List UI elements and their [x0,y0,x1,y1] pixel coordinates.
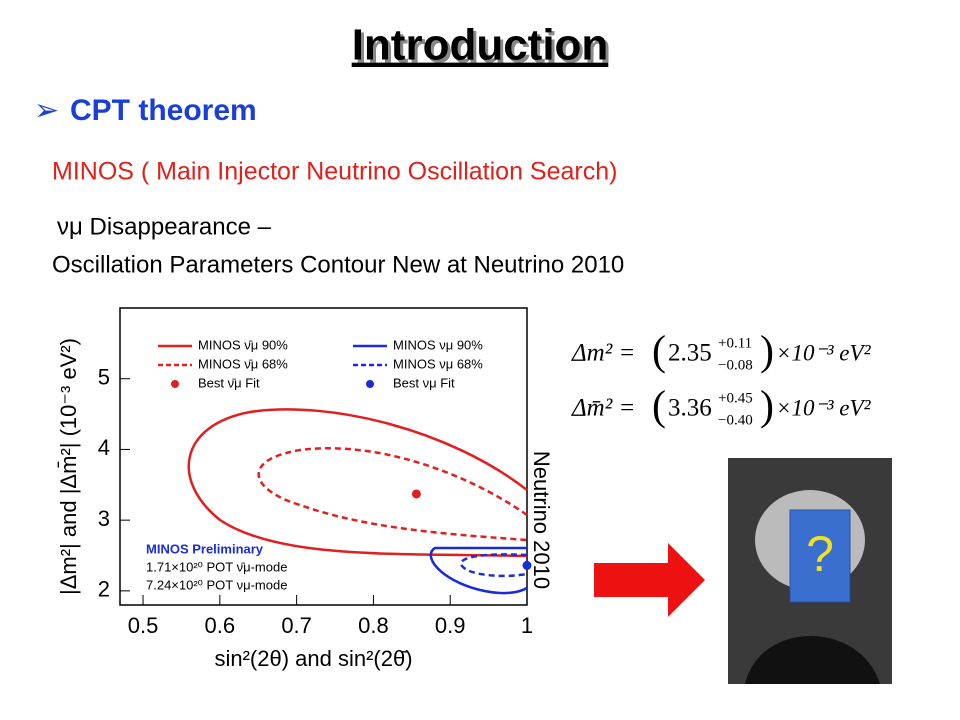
legend-label: MINOS νμ 68% [393,356,483,371]
contour [429,546,528,595]
y-tick-label: 5 [98,365,110,390]
contour [459,553,528,578]
equation-minus: −0.08 [718,357,753,373]
y-tick-label: 2 [98,577,110,602]
photo-mark: ? [806,526,834,582]
legend-dot [366,380,374,388]
y-tick-label: 3 [98,506,110,531]
contour [187,408,528,558]
equation-plus: +0.11 [718,335,752,351]
best-fit-point [522,560,532,570]
equation-minus: −0.40 [718,412,753,428]
x-axis-label: sin²(2θ) and sin²(2θ̄) [214,646,412,671]
annotation: 7.24×10²⁰ POT νμ-mode [146,577,287,592]
photo: ? [728,458,892,684]
legend-label: Best ν̄μ Fit [198,375,260,390]
contour [257,447,528,542]
heading-line: Oscillation Parameters Contour New at Ne… [52,251,624,278]
equation-unit: ×10⁻³ eV² [776,340,872,365]
y-tick-label: 4 [98,435,110,460]
subtitle: MINOS ( Main Injector Neutrino Oscillati… [52,158,617,186]
paren: ) [760,384,774,430]
legend-label: MINOS ν̄μ 68% [198,356,288,371]
equation-plus: +0.45 [718,390,753,406]
heading-line: νμ Disappearance – [57,213,272,240]
x-tick-label: 1 [521,613,533,638]
plot-frame [119,307,528,606]
equation-unit: ×10⁻³ eV² [776,395,872,420]
x-tick-label: 0.7 [281,613,312,638]
equation-value: 2.35 [668,340,712,367]
legend-dot [171,380,179,388]
best-fit-point [411,489,421,499]
side-label: Neutrino 2010 [529,451,554,589]
legend-label: MINOS ν̄μ 90% [198,337,288,352]
equation-value: 3.36 [668,395,712,422]
x-tick-label: 0.9 [435,613,466,638]
paren: ) [760,329,774,375]
coat [745,636,880,684]
x-tick-label: 0.5 [128,613,159,638]
equation-lhs: Δm² = [571,340,635,367]
x-tick-label: 0.6 [205,613,236,638]
bullet: CPT theorem [70,94,257,127]
annotation: MINOS Preliminary [146,541,264,556]
annotation: 1.71×10²⁰ POT ν̄μ-mode [146,559,287,574]
paren: ( [652,384,666,430]
title: Introduction [352,21,609,70]
arrow [594,543,705,617]
equation-lhs: Δm̄² = [571,395,635,422]
legend-label: Best νμ Fit [393,375,455,390]
y-axis-label: |Δm²| and |Δm̄²| (10⁻³ eV²) [56,338,81,595]
legend-label: MINOS νμ 90% [393,337,483,352]
paren: ( [652,329,666,375]
bullet-icon: ➢ [34,94,59,127]
photo-box [789,509,851,603]
x-tick-label: 0.8 [358,613,389,638]
plot [119,307,528,606]
title-shadow: Introduction [355,24,612,73]
